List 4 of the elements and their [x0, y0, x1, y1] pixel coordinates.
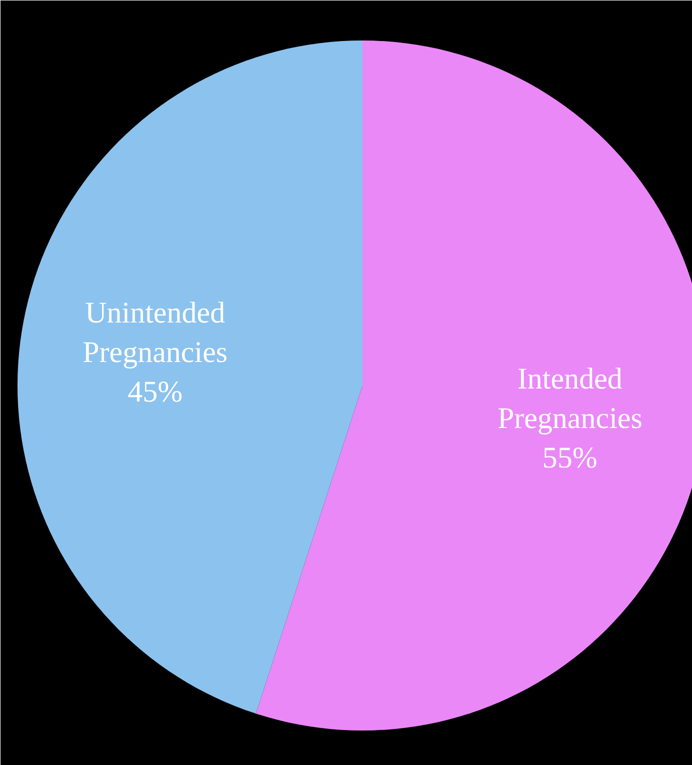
slice-label: Unintended Pregnancies [82, 296, 228, 370]
data-label: 45% [128, 376, 183, 409]
slice-label: Intended Pregnancies [497, 362, 642, 435]
data-label: 55% [542, 441, 598, 474]
